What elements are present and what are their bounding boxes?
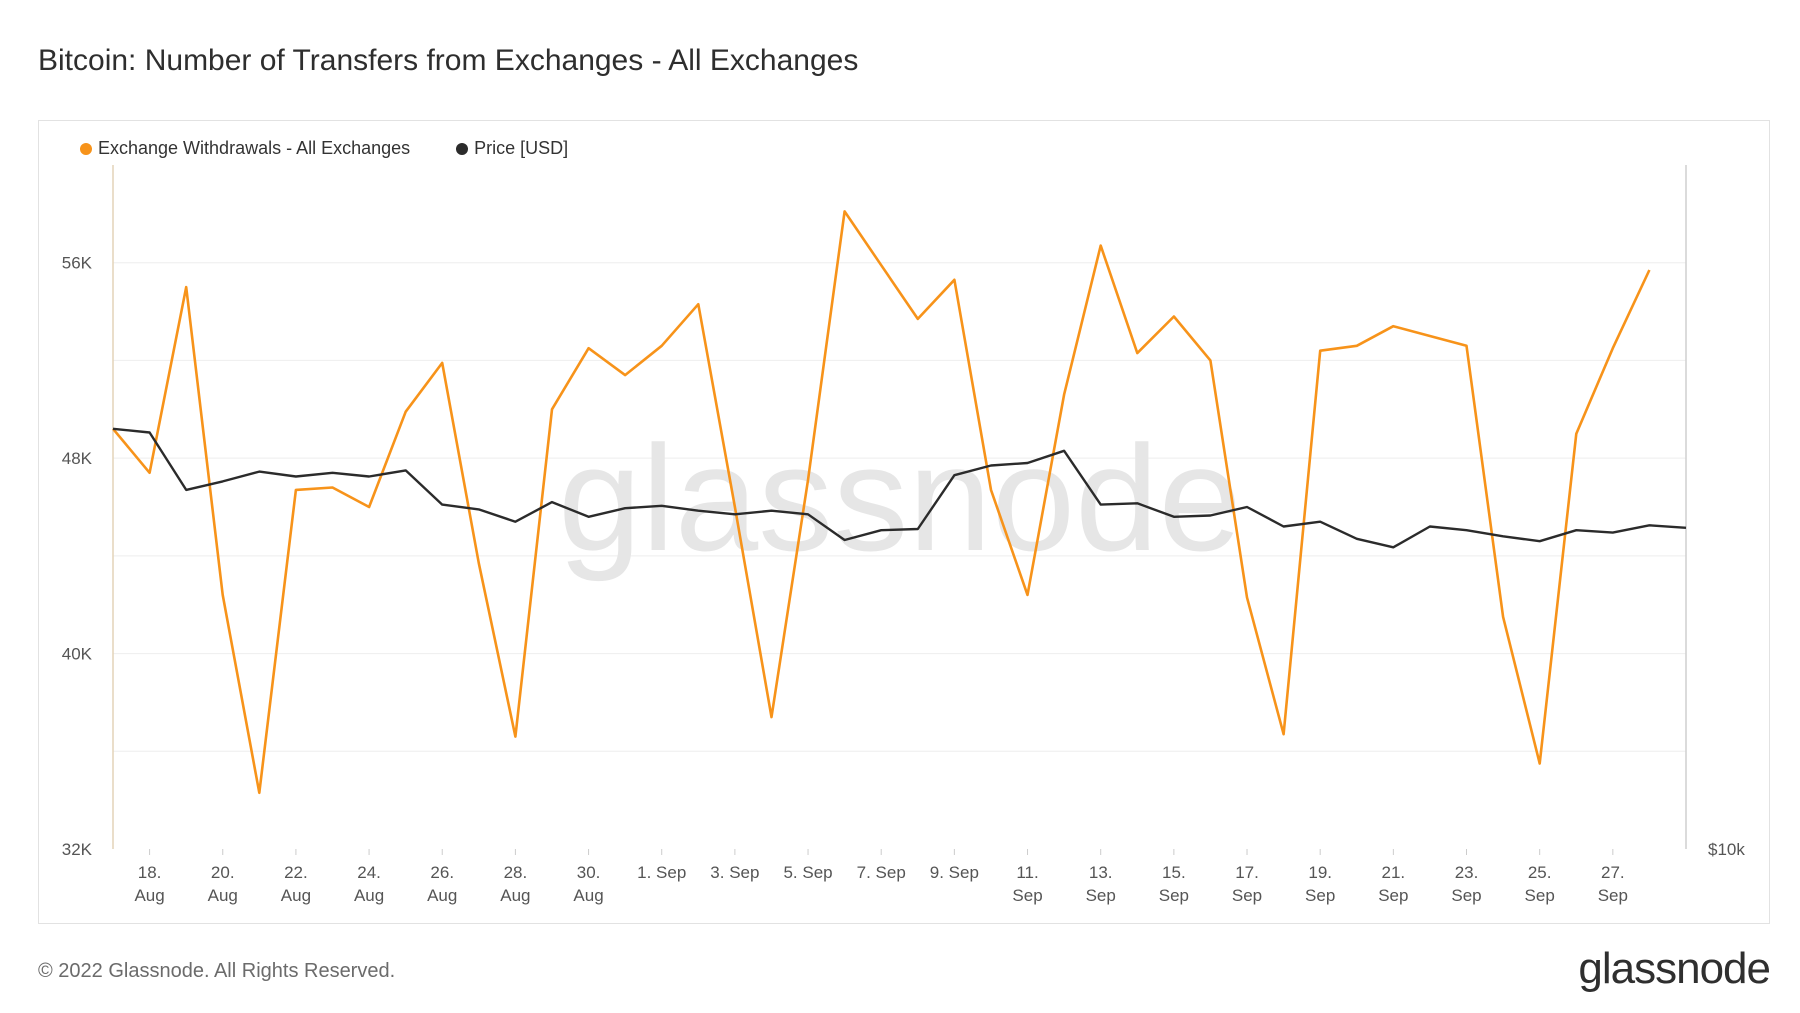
x-tick-label: 11.: [1016, 863, 1038, 882]
x-tick-label: 18.: [138, 863, 162, 882]
x-tick-label: 17.: [1235, 863, 1259, 882]
brand-logo: glassnode: [1578, 944, 1771, 993]
x-tick-label: Sep: [1451, 886, 1481, 905]
x-tick-label: 15.: [1162, 863, 1186, 882]
x-tick-label: Aug: [573, 886, 603, 905]
x-tick-label: 19.: [1308, 863, 1332, 882]
y-tick-label: 32K: [62, 840, 93, 859]
chart-legend: Exchange Withdrawals - All Exchanges Pri…: [80, 138, 568, 159]
grid-layer: [113, 262, 1686, 752]
page-title: Bitcoin: Number of Transfers from Exchan…: [38, 44, 859, 77]
x-tick-label: 3. Sep: [710, 863, 759, 882]
series-line-withdrawals: [112, 210, 1651, 795]
legend-label-price: Price [USD]: [474, 138, 569, 158]
x-tick-label: Aug: [134, 886, 164, 905]
axis-layer: 56K 48K 40K 32K $10k 18. Aug 20. Aug 22. Aug 24. Aug…: [62, 165, 1745, 905]
y-tick-label: 48K: [62, 449, 93, 468]
y-right-tick-label: $10k: [1708, 840, 1745, 859]
chart-panel: [38, 120, 1770, 924]
x-tick-label: 13.: [1089, 863, 1113, 882]
x-tick-label: 30.: [577, 863, 601, 882]
copyright-text: © 2022 Glassnode. All Rights Reserved.: [38, 960, 396, 982]
x-tick-label: Aug: [281, 886, 311, 905]
y-tick-label: 40K: [62, 645, 93, 664]
x-tick-label: 7. Sep: [857, 863, 906, 882]
legend-label-withdrawals: Exchange Withdrawals - All Exchanges: [98, 138, 411, 158]
legend-dot-icon: [80, 142, 92, 155]
legend-dot-icon: [456, 142, 469, 155]
x-tick-label: Aug: [500, 886, 530, 905]
series-layer: [112, 210, 1687, 795]
watermark-text: glassnode: [558, 414, 1242, 582]
x-tick-label: Sep: [1086, 886, 1116, 905]
x-tick-label: Sep: [1525, 886, 1555, 905]
x-tick-label: 22.: [284, 863, 308, 882]
x-tick-label: Aug: [427, 886, 457, 905]
x-tick-label: Sep: [1159, 886, 1189, 905]
x-tick-label: 9. Sep: [930, 863, 979, 882]
series-line-price: [112, 427, 1687, 549]
x-tick-label: Sep: [1305, 886, 1335, 905]
x-tick-label: Aug: [354, 886, 384, 905]
x-tick-label: 21.: [1382, 863, 1406, 882]
x-tick-label: Sep: [1598, 886, 1628, 905]
x-tick-label: Sep: [1232, 886, 1262, 905]
x-tick-label: 23.: [1455, 863, 1479, 882]
x-tick-label: 20.: [211, 863, 235, 882]
legend-item-price[interactable]: Price [USD]: [456, 138, 568, 159]
legend-item-withdrawals[interactable]: Exchange Withdrawals - All Exchanges: [80, 138, 410, 159]
x-tick-label: Sep: [1378, 886, 1408, 905]
x-tick-label: Sep: [1012, 886, 1042, 905]
x-tick-label: 26.: [430, 863, 454, 882]
x-tick-label: 24.: [357, 863, 381, 882]
x-tick-label: 5. Sep: [783, 863, 832, 882]
x-tick-label: 27.: [1601, 863, 1625, 882]
x-tick-label: 1. Sep: [637, 863, 686, 882]
x-tick-label: 28.: [504, 863, 528, 882]
x-tick-label: 25.: [1528, 863, 1552, 882]
x-tick-label: Aug: [208, 886, 238, 905]
y-tick-label: 56K: [62, 254, 93, 273]
